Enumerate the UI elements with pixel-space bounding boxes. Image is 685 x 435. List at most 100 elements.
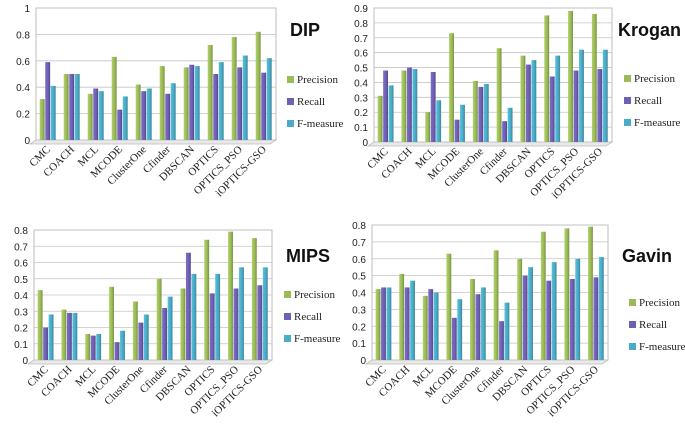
y-tick-label: 0.8: [352, 221, 366, 232]
y-tick-label: 0.2: [354, 108, 368, 119]
bar-f-measure-mcl: [96, 334, 102, 360]
bar-recall-optics: [213, 74, 219, 140]
bar-f-measure-mcode: [457, 299, 463, 360]
bar-precision-coach: [61, 309, 67, 361]
bar-precision-clusterone: [135, 84, 141, 140]
bar-precision-mcl: [87, 93, 93, 140]
bar-recall-mcl: [428, 289, 434, 361]
bar-recall-mcode: [451, 317, 457, 360]
bar-recall-cmc: [383, 70, 389, 142]
bar-precision-optics: [544, 15, 550, 142]
bar-precision-ioptics-gso: [591, 13, 597, 142]
bar-f-measure-mcode: [122, 96, 128, 140]
y-tick-label: 0.2: [16, 110, 30, 121]
bar-recall-clusterone: [478, 86, 484, 142]
bar-precision-mcl: [422, 295, 428, 361]
bar-precision-ioptics-gso: [588, 226, 593, 360]
bar-f-measure-mcl: [433, 292, 439, 360]
y-tick-label: 1: [24, 4, 30, 15]
legend-label: Recall: [634, 95, 662, 107]
legend-swatch-f-measure: [284, 335, 291, 342]
bar-recall-mcode: [454, 119, 460, 142]
bar-recall-dbscan: [522, 275, 528, 361]
bar-recall-cfinder: [165, 93, 171, 140]
bar-f-measure-optics_pso: [242, 55, 248, 140]
bar-precision-clusterone: [470, 279, 475, 360]
bar-f-measure-optics_pso: [579, 49, 584, 142]
legend-swatch-recall: [629, 321, 636, 328]
legend-label: Precision: [634, 73, 675, 85]
bar-f-measure-optics: [555, 55, 561, 142]
bar-recall-coach: [66, 312, 72, 361]
bar-precision-optics: [540, 231, 546, 360]
legend-swatch-precision: [287, 76, 294, 83]
bar-precision-coach: [63, 74, 69, 140]
bar-precision-ioptics-gso: [251, 238, 257, 361]
y-tick-label: 0: [24, 136, 30, 147]
bar-f-measure-ioptics-gso: [262, 267, 268, 361]
bar-recall-optics: [546, 280, 552, 360]
bar-precision-cmc: [37, 290, 43, 361]
floor: [364, 359, 610, 365]
y-tick-label: 0.4: [352, 289, 366, 300]
bar-f-measure-mcode: [460, 104, 465, 142]
legend-label: Precision: [294, 289, 335, 301]
legend-swatch-recall: [287, 98, 294, 105]
bar-precision-mcode: [446, 253, 452, 360]
y-tick-label: 0.2: [14, 324, 28, 335]
y-tick-label: 0.2: [352, 322, 366, 333]
bar-f-measure-dbscan: [531, 60, 537, 142]
bar-f-measure-optics: [215, 273, 221, 361]
bar-recall-mcl: [430, 72, 436, 142]
legend-swatch-precision: [629, 299, 636, 306]
bar-recall-cmc: [45, 62, 51, 141]
bar-recall-clusterone: [475, 294, 481, 360]
bar-recall-dbscan: [189, 64, 195, 140]
bar-recall-optics_pso: [237, 67, 243, 140]
bar-precision-coach: [401, 70, 407, 142]
y-tick-label: 0.9: [354, 4, 368, 15]
bar-f-measure-optics_pso: [239, 267, 244, 361]
legend-label: Recall: [294, 311, 322, 323]
floor: [28, 139, 278, 145]
bar-recall-clusterone: [138, 322, 144, 361]
bar-recall-dbscan: [525, 64, 531, 142]
bar-precision-optics_pso: [231, 37, 237, 140]
legend-label: Precision: [639, 297, 680, 309]
chart-gavin: 00.10.20.30.40.50.60.70.8CMCCOACHMCLMCOD…: [352, 221, 685, 419]
floor: [26, 359, 274, 365]
bar-recall-clusterone: [141, 91, 147, 140]
bar-precision-ioptics-gso: [255, 31, 261, 140]
y-tick-label: 0.1: [354, 123, 368, 134]
chart-mips: 00.10.20.30.40.50.60.70.8CMCCOACHMCLMCOD…: [14, 226, 340, 419]
bar-precision-cfinder: [159, 66, 165, 140]
bar-precision-dbscan: [520, 55, 526, 142]
y-tick-label: 0.6: [14, 259, 28, 270]
bar-f-measure-dbscan: [191, 273, 197, 361]
floor: [366, 141, 614, 147]
bar-f-measure-dbscan: [194, 66, 200, 140]
chart-title: DIP: [290, 20, 320, 40]
bar-precision-dbscan: [180, 288, 186, 360]
legend-label: F-measure: [297, 118, 344, 130]
legend-label: F-measure: [634, 117, 681, 129]
y-tick-label: 0.5: [352, 272, 366, 283]
bar-precision-cfinder: [493, 250, 499, 360]
bar-precision-cmc: [377, 95, 383, 142]
bar-f-measure-cfinder: [167, 296, 173, 361]
chart-krogan: 00.10.20.30.40.50.60.70.80.9CMCCOACHMCLM…: [354, 4, 681, 201]
y-tick-label: 0.7: [352, 238, 366, 249]
bar-f-measure-optics_pso: [575, 258, 581, 360]
bar-f-measure-optics: [551, 262, 557, 361]
bar-precision-optics: [207, 44, 213, 140]
y-tick-label: 0.7: [354, 34, 368, 45]
bar-recall-optics_pso: [569, 279, 575, 360]
bar-recall-coach: [69, 74, 75, 140]
chart-title: Gavin: [622, 246, 672, 266]
legend-swatch-recall: [624, 97, 631, 104]
bar-recall-cfinder: [502, 121, 508, 142]
legend-label: Recall: [639, 319, 667, 331]
bar-recall-optics_pso: [573, 70, 579, 142]
bar-precision-dbscan: [183, 67, 189, 140]
